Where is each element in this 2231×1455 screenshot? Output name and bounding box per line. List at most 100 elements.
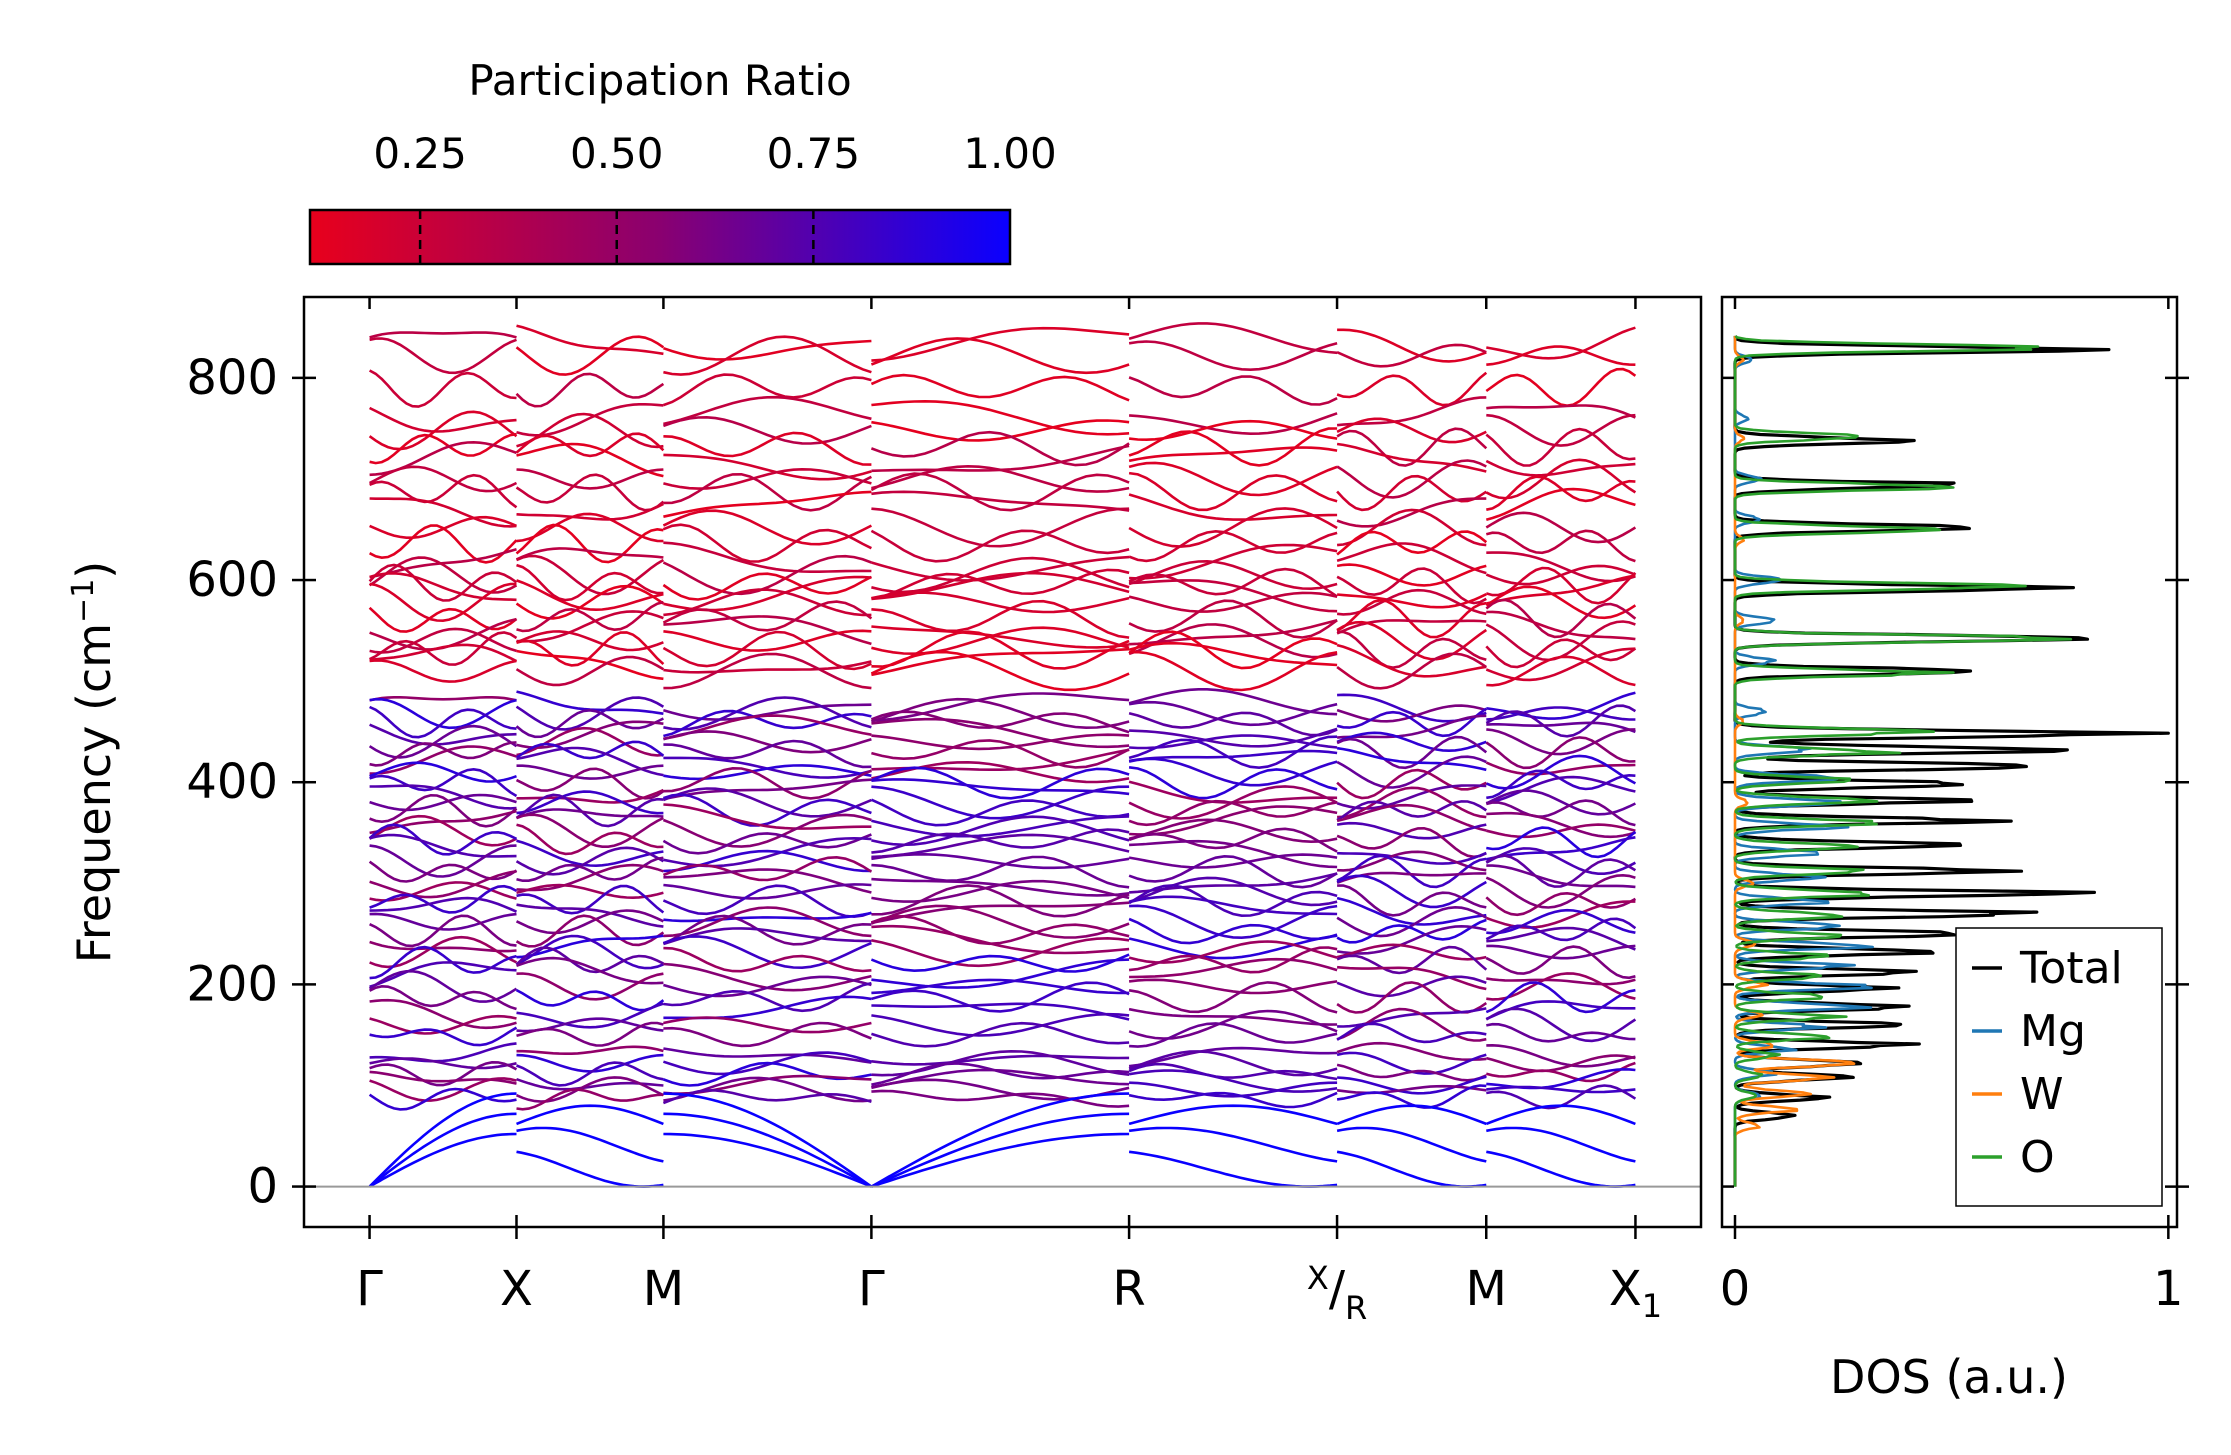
band-line bbox=[1485, 566, 1637, 605]
band-line bbox=[1336, 784, 1487, 810]
band-line bbox=[1486, 1043, 1636, 1068]
band-line bbox=[1128, 1069, 1338, 1093]
band-line bbox=[515, 740, 665, 760]
dos-panel: 0 1 DOS (a.u.) Total Mg WO bbox=[1720, 295, 2189, 1404]
band-line bbox=[871, 785, 1130, 820]
band-line bbox=[1336, 905, 1487, 938]
x-tick-label: M bbox=[643, 1261, 684, 1317]
band-line bbox=[1128, 507, 1338, 548]
band-line bbox=[663, 652, 872, 690]
band-line bbox=[368, 369, 517, 408]
band-line bbox=[870, 529, 1130, 563]
band-line bbox=[1486, 404, 1636, 419]
band-line bbox=[870, 373, 1130, 402]
band-line bbox=[516, 823, 664, 856]
band-line bbox=[1128, 375, 1338, 406]
band-line bbox=[516, 442, 664, 478]
band-line bbox=[663, 778, 872, 801]
band-line bbox=[663, 766, 872, 800]
band-line bbox=[1336, 918, 1487, 944]
band-line bbox=[871, 507, 1130, 548]
band-line bbox=[369, 1077, 517, 1102]
band-line bbox=[871, 833, 1130, 859]
band-line bbox=[369, 884, 518, 914]
band-line bbox=[1128, 446, 1338, 463]
band-line bbox=[1128, 895, 1338, 916]
band-line bbox=[516, 554, 665, 596]
band-line bbox=[871, 855, 1130, 889]
band-line bbox=[1336, 530, 1488, 556]
band-line bbox=[663, 739, 872, 769]
band-line bbox=[1128, 940, 1338, 964]
band-line bbox=[1336, 803, 1487, 832]
band-line bbox=[368, 563, 518, 602]
band-line bbox=[1337, 884, 1487, 917]
band-line bbox=[871, 1021, 1130, 1048]
band-line bbox=[1128, 493, 1338, 521]
band-line bbox=[1485, 873, 1636, 909]
band-line bbox=[368, 969, 518, 1003]
band-line bbox=[1128, 461, 1338, 497]
band-line bbox=[1485, 981, 1636, 1014]
band-line bbox=[1129, 543, 1338, 580]
band-line bbox=[663, 541, 872, 574]
band-line bbox=[871, 815, 1130, 838]
y-tick-label: 200 bbox=[186, 956, 278, 1012]
band-line bbox=[515, 473, 665, 512]
band-line bbox=[369, 406, 517, 433]
band-line bbox=[1486, 1085, 1636, 1094]
band-line bbox=[515, 1076, 664, 1103]
band-line bbox=[369, 961, 517, 989]
band-line bbox=[1485, 459, 1636, 477]
band-line bbox=[871, 697, 1130, 730]
band-line bbox=[515, 584, 665, 620]
acoustic-branch bbox=[870, 1112, 1130, 1188]
band-line bbox=[871, 326, 1130, 362]
band-line bbox=[871, 778, 1130, 796]
band-line bbox=[663, 709, 872, 738]
band-line bbox=[871, 815, 1130, 847]
band-line bbox=[663, 395, 872, 426]
colorbar-tick-label: 0.25 bbox=[373, 129, 467, 178]
band-line bbox=[1336, 567, 1487, 605]
band-line bbox=[663, 927, 872, 946]
band-line bbox=[369, 984, 517, 1011]
band-line bbox=[1486, 826, 1637, 859]
band-line bbox=[1129, 734, 1338, 750]
band-line bbox=[1128, 529, 1338, 563]
band-line bbox=[1336, 714, 1487, 739]
band-line bbox=[663, 703, 872, 721]
band-line bbox=[516, 512, 664, 543]
band-line bbox=[663, 764, 872, 781]
band-line bbox=[369, 741, 517, 767]
band-line bbox=[1336, 620, 1488, 661]
band-line bbox=[1486, 836, 1636, 861]
band-line bbox=[1485, 638, 1637, 669]
band-line bbox=[663, 803, 872, 830]
band-line bbox=[1336, 924, 1487, 955]
x-tick-label: X/R bbox=[1307, 1259, 1367, 1327]
band-line bbox=[1485, 736, 1636, 770]
band-line bbox=[871, 625, 1130, 649]
band-line bbox=[369, 643, 518, 663]
band-line bbox=[871, 879, 1130, 903]
band-line bbox=[516, 600, 664, 633]
band-line bbox=[1486, 926, 1636, 951]
x-tick-label: X bbox=[500, 1261, 533, 1317]
band-plot-frame bbox=[302, 295, 1703, 1229]
band-line bbox=[1129, 957, 1338, 979]
band-line bbox=[1128, 884, 1338, 918]
band-line bbox=[1485, 585, 1637, 620]
band-line bbox=[1486, 691, 1636, 720]
band-line bbox=[369, 940, 517, 953]
band-line bbox=[1336, 707, 1488, 738]
band-line bbox=[369, 695, 517, 702]
band-line bbox=[870, 953, 1130, 973]
band-line bbox=[870, 798, 1130, 827]
band-line bbox=[516, 610, 664, 643]
acoustic-branch bbox=[368, 1092, 517, 1188]
band-line bbox=[1486, 326, 1636, 360]
band-line bbox=[1336, 826, 1487, 859]
band-line bbox=[1336, 542, 1487, 575]
x-tick-label: Γ bbox=[356, 1261, 383, 1317]
